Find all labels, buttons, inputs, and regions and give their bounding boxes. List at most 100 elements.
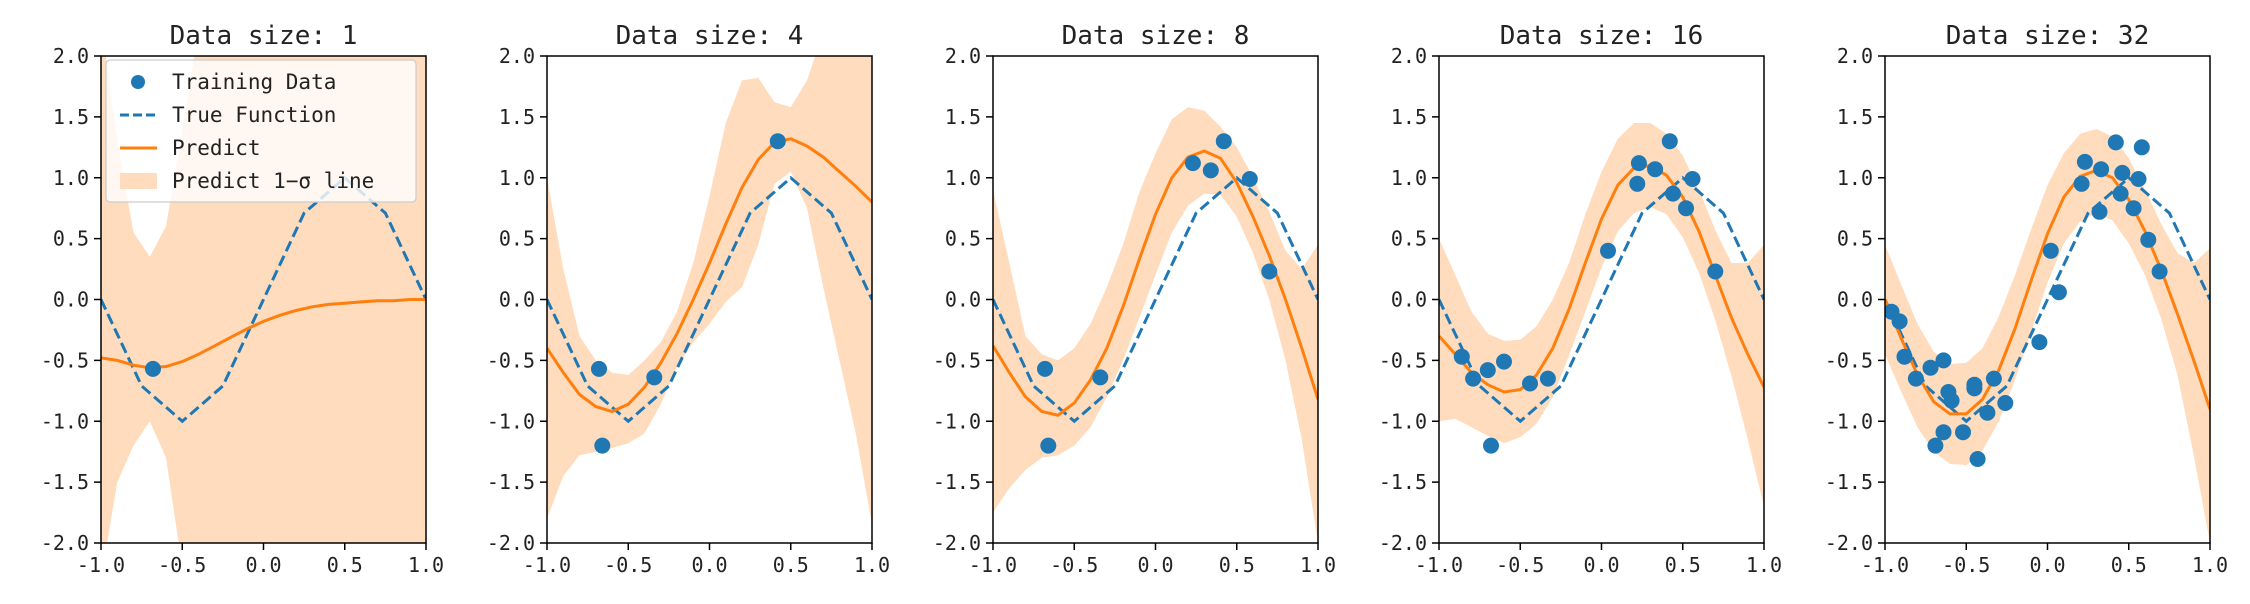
y-tick-label: -1.0 (41, 409, 89, 433)
training-point (1979, 404, 1996, 421)
predict-line (993, 149, 1318, 417)
x-tick-label: 0.0 (691, 553, 727, 577)
x-tick-label: 1.0 (1300, 553, 1336, 577)
true-function-line (1885, 175, 2210, 424)
training-point (2133, 139, 2150, 156)
predict-sigma-band (993, 107, 1318, 543)
x-tick-label: 0.5 (1665, 553, 1701, 577)
training-point (646, 369, 663, 386)
x-tick-label: -0.5 (1496, 553, 1544, 577)
training-point (2130, 171, 2147, 187)
y-tick-label: 1.5 (945, 105, 981, 129)
true-function-line (993, 175, 1318, 424)
y-tick-label: 2.0 (53, 44, 89, 68)
y-tick-label: -1.5 (933, 470, 981, 494)
panel-5: -1.0 -0.5 0.0 0.5 1.0 -2.0 -1.5 -1.0 -0.5 0.0 0.5 1… (1825, 21, 2228, 577)
training-point (1496, 353, 1512, 370)
y-tick-label: 1.5 (1837, 105, 1873, 129)
predict-sigma-band (1885, 129, 2210, 543)
x-tick-label: -0.5 (1050, 553, 1098, 577)
training-point (1678, 200, 1694, 217)
x-tick-label: -1.0 (969, 553, 1017, 577)
y-tick-label: -1.0 (1379, 409, 1427, 433)
x-tick-label: 1.0 (1746, 553, 1782, 577)
y-tick-label: -1.5 (1825, 470, 1873, 494)
y-tick-label: -1.0 (933, 409, 981, 433)
training-point (1241, 171, 1258, 187)
y-tick-label: -0.5 (933, 348, 981, 372)
training-point (1092, 369, 1109, 386)
y-tick-label: -0.5 (487, 348, 535, 372)
x-tick-label: -1.0 (1415, 553, 1463, 577)
training-point (1261, 263, 1278, 280)
x-tick-label: 0.0 (1583, 553, 1619, 577)
training-point (1997, 395, 2014, 411)
training-point (1040, 437, 1057, 454)
training-point (1922, 359, 1939, 376)
training-point (145, 360, 161, 377)
y-tick-label: -2.0 (933, 531, 981, 555)
training-point (1453, 348, 1470, 365)
x-tick-label: 1.0 (854, 553, 890, 577)
y-tick-label: -2.0 (487, 531, 535, 555)
panel-title: Data size: 4 (616, 21, 804, 51)
training-point (591, 360, 607, 377)
x-tick-label: 1.0 (2192, 553, 2228, 577)
plot-area (1885, 129, 2210, 543)
training-point (1184, 155, 1201, 172)
training-point (1935, 424, 1952, 441)
training-point (1600, 242, 1616, 259)
training-point (1907, 370, 1924, 387)
training-point (2125, 200, 2142, 217)
training-point (1935, 352, 1952, 369)
y-tick-label: -1.5 (487, 470, 535, 494)
training-point (1647, 161, 1664, 178)
y-tick-label: 1.5 (499, 105, 535, 129)
legend-box (105, 59, 417, 203)
training-point (2042, 242, 2059, 259)
training-point (1465, 370, 1482, 387)
predict-line (547, 137, 872, 414)
training-point (1661, 133, 1678, 150)
y-tick-label: 1.0 (499, 166, 535, 190)
training-point (1969, 451, 1986, 467)
legend-label: True Function (172, 103, 336, 127)
training-point (594, 437, 611, 454)
y-tick-label: 0.5 (499, 227, 535, 251)
panel-title: Data size: 32 (1946, 21, 2150, 51)
predict-line (1885, 168, 2210, 416)
predict-sigma-band (547, 56, 872, 525)
x-tick-label: -1.0 (523, 553, 571, 577)
y-tick-label: -2.0 (1379, 531, 1427, 555)
training-point (1630, 155, 1647, 172)
training-point (2151, 263, 2168, 280)
true-function-line (1439, 175, 1764, 424)
y-tick-label: -0.5 (1825, 348, 1873, 372)
training-point (2093, 161, 2110, 178)
y-tick-label: 0.5 (53, 227, 89, 251)
training-point (1215, 133, 1232, 150)
y-tick-label: 0.5 (945, 227, 981, 251)
y-tick-label: 1.0 (53, 166, 89, 190)
y-tick-label: 2.0 (499, 44, 535, 68)
training-point (1202, 162, 1219, 179)
y-tick-label: 2.0 (1837, 44, 1873, 68)
y-tick-label: -1.5 (1379, 470, 1427, 494)
legend-label: Predict 1−σ line (172, 169, 374, 193)
x-tick-label: 0.5 (1219, 553, 1255, 577)
x-tick-label: -1.0 (77, 553, 125, 577)
training-point (2031, 334, 2048, 351)
y-tick-label: -0.5 (41, 348, 89, 372)
y-tick-label: -2.0 (1825, 531, 1873, 555)
x-tick-label: -0.5 (158, 553, 206, 577)
training-point (1483, 437, 1499, 454)
panel-3: -1.0 -0.5 0.0 0.5 1.0 -2.0 -1.5 -1.0 -0.5 0.0 0.5 1… (933, 21, 1336, 577)
x-tick-label: 0.0 (245, 553, 281, 577)
panel-title: Data size: 1 (170, 21, 358, 51)
y-tick-label: 1.0 (1837, 166, 1873, 190)
y-tick-label: 1.0 (945, 166, 981, 190)
legend: Training Data True Function Predict Predict… (105, 59, 417, 203)
training-point (1707, 263, 1724, 280)
